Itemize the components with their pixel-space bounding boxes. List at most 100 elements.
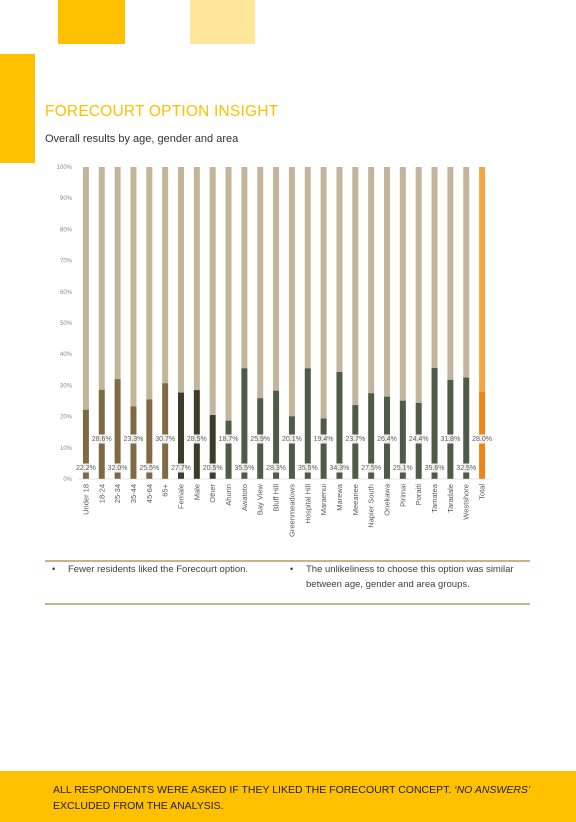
value-label-bg xyxy=(296,463,320,473)
y-tick-label: 60% xyxy=(60,290,73,296)
bar-no-segment xyxy=(257,167,264,399)
value-label-bg xyxy=(233,463,256,473)
footer-note: ALL RESPONDENTS WERE ASKED IF THEY LIKED… xyxy=(53,782,553,814)
bar-no-segment xyxy=(146,167,153,400)
bar-yes-segment xyxy=(288,416,295,479)
category-label: 25-34 xyxy=(113,484,122,503)
y-tick-label: 0% xyxy=(63,477,72,483)
value-label-bg xyxy=(248,434,272,444)
category-label: Hospital Hill xyxy=(303,484,312,524)
value-label: 32.5% xyxy=(456,465,476,472)
category-label: Pirimai xyxy=(398,484,407,507)
decorative-block-side xyxy=(0,54,35,163)
bar-yes-segment xyxy=(162,383,169,479)
y-tick-label: 50% xyxy=(60,321,73,327)
bar-no-segment xyxy=(336,167,343,372)
value-label: 23.3% xyxy=(124,436,144,443)
category-label: 18-24 xyxy=(97,484,106,503)
footer-bar: ALL RESPONDENTS WERE ASKED IF THEY LIKED… xyxy=(0,771,576,822)
value-label: 27.7% xyxy=(171,465,191,472)
bar-yes-segment xyxy=(146,399,153,479)
value-label: 28.5% xyxy=(187,436,207,443)
stacked-bar-chart: 0%10%20%30%40%50%60%70%80%90%100% 22.2%2… xyxy=(57,165,494,537)
note-bullet-2-text: The unlikeliness to choose this option w… xyxy=(306,564,514,590)
category-label: Marewa xyxy=(335,483,344,511)
value-label: 35.5% xyxy=(298,465,318,472)
category-label: Awatoto xyxy=(240,484,249,511)
category-label: Meeanee xyxy=(351,484,360,515)
bar-yes-segment xyxy=(399,400,406,479)
category-label: 45-64 xyxy=(145,484,154,503)
category-label: Westshore xyxy=(462,484,471,520)
category-label: Greenmeadows xyxy=(287,484,296,537)
bar-no-segment xyxy=(368,167,375,394)
bar-no-segment xyxy=(320,167,327,419)
bar-yes-segment xyxy=(209,415,216,479)
notes-top-rule xyxy=(45,560,530,562)
bar-no-segment xyxy=(304,167,311,369)
value-label: 35.5% xyxy=(234,465,254,472)
value-label-bg xyxy=(470,434,494,444)
category-label: Total xyxy=(478,484,487,500)
bar-no-segment xyxy=(479,167,486,392)
y-tick-label: 90% xyxy=(60,196,73,202)
bar-no-segment xyxy=(399,167,406,401)
category-label: Napier South xyxy=(367,484,376,528)
bar-no-segment xyxy=(178,167,184,393)
category-label: Taradale xyxy=(446,484,455,513)
category-label: Onekawa xyxy=(383,483,392,516)
page-subtitle: Overall results by age, gender and area xyxy=(45,133,239,145)
value-label: 25.9% xyxy=(250,436,270,443)
footer-note-main: ALL RESPONDENTS WERE ASKED IF THEY LIKED… xyxy=(53,784,455,796)
x-axis: Under 18 18-24 25-34 35-44 45-64 65+ Female Mal… xyxy=(78,478,490,537)
notes-bottom-rule xyxy=(45,603,530,605)
bar-yes-segment xyxy=(241,368,248,479)
bar-yes-segment xyxy=(447,379,454,479)
value-label: 35.6% xyxy=(425,465,445,472)
bar-no-segment xyxy=(384,167,390,397)
value-label-bg xyxy=(280,434,304,444)
value-label: 23.7% xyxy=(345,436,365,443)
value-label-bg xyxy=(169,463,193,473)
value-label: 28.0% xyxy=(472,436,492,443)
value-label: 32.0% xyxy=(108,465,128,472)
value-label-bg xyxy=(375,434,399,444)
category-label: Under 18 xyxy=(81,484,90,515)
value-label-bg xyxy=(122,434,145,444)
bar-yes-segment xyxy=(431,367,438,479)
category-label: Other xyxy=(208,484,217,503)
y-axis: 0% 10% 20% 30% 40% 50% 60% 70% 80% 90% 100% xyxy=(57,165,73,483)
bar-yes-segment xyxy=(320,418,327,479)
bullet-dot-icon: • xyxy=(52,564,56,574)
bar-no-segment xyxy=(241,167,248,369)
value-label-bg xyxy=(185,434,209,444)
bar-yes-segment xyxy=(114,379,121,479)
bar-yes-segment xyxy=(98,389,105,479)
footer-note-italic: ‘NO ANSWERS’ xyxy=(454,784,531,796)
value-label: 31.8% xyxy=(440,436,460,443)
note-bullet-2: • The unlikeliness to choose this option… xyxy=(290,562,531,592)
bar-no-segment xyxy=(209,167,216,416)
bar-yes-segment xyxy=(225,420,232,479)
bars: 22.2% 28.6% 32.0% 23.3% 25.5% 30.7% 27.7% 28.5%… xyxy=(74,167,494,479)
value-label: 20.5% xyxy=(203,465,223,472)
category-label: Bay View xyxy=(256,483,265,515)
value-label-bg xyxy=(312,434,335,444)
bar-no-segment xyxy=(288,167,295,417)
value-label-bg xyxy=(359,463,383,473)
bar-no-segment xyxy=(415,167,422,403)
y-tick-label: 10% xyxy=(60,446,73,452)
value-label: 28.3% xyxy=(266,465,286,472)
category-label: Tamatea xyxy=(430,483,439,513)
value-label-bg xyxy=(201,463,224,473)
bar-no-segment xyxy=(463,167,470,378)
bar-yes-segment xyxy=(463,377,470,479)
category-label: Maraenui xyxy=(319,484,328,516)
bar-yes-segment xyxy=(82,409,89,479)
y-tick-label: 20% xyxy=(60,415,73,421)
bar-no-segment xyxy=(352,167,359,406)
value-label: 34.3% xyxy=(330,465,350,472)
bar-yes-segment xyxy=(368,393,375,479)
value-label: 18.7% xyxy=(219,436,239,443)
bar-no-segment xyxy=(447,167,454,380)
